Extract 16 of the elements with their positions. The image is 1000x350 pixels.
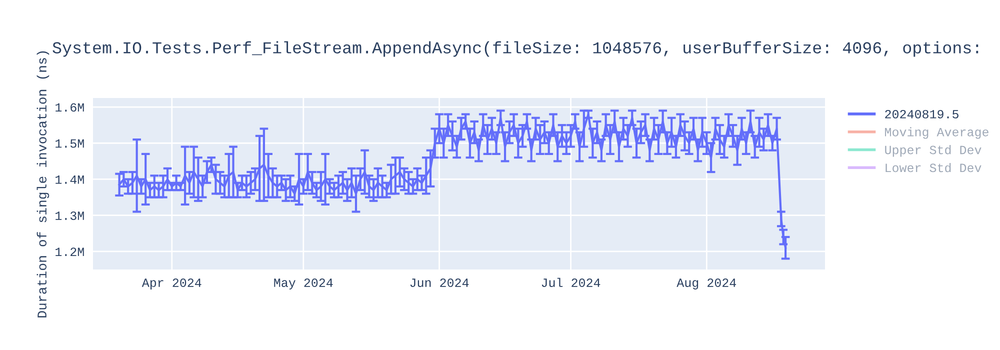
y-tick-label: 1.5M xyxy=(56,139,84,148)
chart-title: System.IO.Tests.Perf_FileStream.AppendAsync(fileSize: 1048576, userBufferSize: 4096, options: xyxy=(52,41,978,57)
legend-label: 20240819.5 xyxy=(885,110,958,118)
y-tick-label: 1.2M xyxy=(56,248,84,256)
y-tick-label: 1.6M xyxy=(56,103,84,112)
legend-label: Lower Std Dev xyxy=(886,162,982,172)
x-tick-label: Aug 2024 xyxy=(676,278,736,290)
y-axis-title: Duration of single invocation (ns) xyxy=(36,51,50,318)
legend-label: Moving Average xyxy=(885,127,988,139)
y-tick-label: 1.3M xyxy=(56,212,84,220)
x-tick-label: Jul 2024 xyxy=(542,278,600,288)
y-tick-label: 1.4M xyxy=(56,176,84,184)
x-tick-label: May 2024 xyxy=(274,278,333,290)
x-tick-label: Apr 2024 xyxy=(142,278,202,290)
legend-label: Upper Std Dev xyxy=(885,145,982,157)
x-tick-label: Jun 2024 xyxy=(410,278,469,288)
